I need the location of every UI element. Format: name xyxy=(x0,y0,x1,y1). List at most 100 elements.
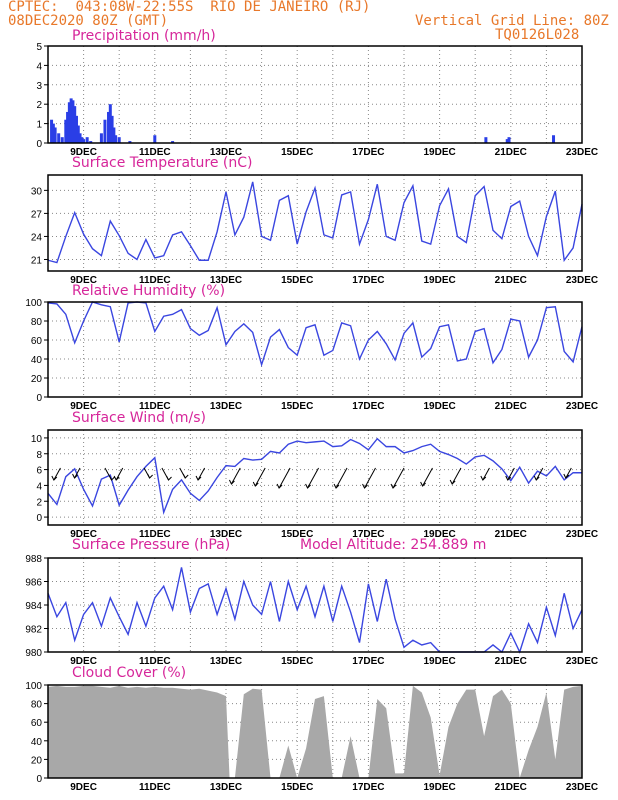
wind-chart xyxy=(44,429,583,526)
precip-bar xyxy=(71,100,75,143)
precip-bar xyxy=(85,137,89,143)
precip-frame xyxy=(47,45,583,144)
rh-xtick-label: 9DEC xyxy=(70,401,97,412)
wind-arrow-head xyxy=(113,475,120,481)
precip-bar xyxy=(110,115,114,143)
wind-arrow-head xyxy=(505,475,512,481)
rh-ytick-label: 0 xyxy=(36,393,42,404)
precip-xtick-label: 9DEC xyxy=(70,147,97,158)
cloud-title: Cloud Cover (%) xyxy=(72,665,187,681)
precip-bar xyxy=(57,133,61,143)
wind-arrow-head xyxy=(480,475,487,481)
wind-arrow xyxy=(254,467,266,487)
wind-arrow-head xyxy=(182,473,189,479)
precip-bar xyxy=(66,111,70,143)
wind-xtick-label: 11DEC xyxy=(139,529,171,540)
header-grid-note: Vertical Grid Line: 80Z xyxy=(415,13,609,29)
wind-arrow xyxy=(115,467,124,481)
precip-bar xyxy=(112,127,116,143)
precip-bar xyxy=(60,137,64,143)
wind-arrow xyxy=(535,467,544,481)
temp-frame xyxy=(47,174,583,272)
temp-xtick-label: 21DEC xyxy=(495,275,527,286)
wind-arrow-head xyxy=(252,481,259,487)
cloud-ytick-label: 100 xyxy=(25,681,42,692)
pressure-ytick-label: 980 xyxy=(25,648,42,659)
pressure-xtick-label: 13DEC xyxy=(210,656,242,667)
precip-bar xyxy=(114,135,118,143)
cloud-ytick-label: 40 xyxy=(31,737,43,748)
pressure-xtick-label: 17DEC xyxy=(352,656,384,667)
wind-arrow xyxy=(507,467,515,481)
wind-frame xyxy=(47,429,583,526)
precip-bar xyxy=(76,125,80,143)
rh-ytick-label: 100 xyxy=(25,298,42,309)
header-line-1: CPTEC: 043:08W-22:55S RIO DE JANEIRO (RJ… xyxy=(8,0,370,15)
cloud-frame xyxy=(47,684,583,779)
wind-arrow-head xyxy=(72,473,78,479)
wind-arrow xyxy=(565,467,572,479)
wind-arrow-head xyxy=(390,483,397,489)
wind-title: Surface Wind (m/s) xyxy=(72,410,206,426)
wind-arrow-head xyxy=(563,473,570,479)
wind-arrow xyxy=(451,467,462,485)
precip-xtick-label: 23DEC xyxy=(566,147,598,158)
rh-chart xyxy=(44,301,583,398)
precip-title: Precipitation (mm/h) xyxy=(72,28,216,44)
wind-arrow-head xyxy=(147,473,153,479)
pressure-ytick-label: 986 xyxy=(25,578,42,589)
precip-xtick-label: 15DEC xyxy=(281,147,313,158)
precip-bar xyxy=(117,137,121,143)
precip-bar xyxy=(103,119,107,143)
temp-series-line xyxy=(47,181,583,264)
temp-xtick-label: 23DEC xyxy=(566,275,598,286)
wind-arrow xyxy=(422,467,433,487)
temp-ytick-label: 27 xyxy=(31,209,43,220)
wind-arrow-head xyxy=(420,481,426,487)
precip-xtick-label: 17DEC xyxy=(352,147,384,158)
cloud-cover-area xyxy=(48,685,582,778)
wind-arrow-head xyxy=(109,475,115,481)
wind-arrow xyxy=(197,467,206,481)
precip-bar xyxy=(171,141,175,143)
wind-xtick-label: 13DEC xyxy=(210,529,242,540)
precip-xtick-label: 13DEC xyxy=(210,147,242,158)
wind-xtick-label: 17DEC xyxy=(352,529,384,540)
precip-bar xyxy=(99,133,103,143)
pressure-xtick-label: 9DEC xyxy=(70,656,97,667)
header-code: TQ0126L028 xyxy=(495,27,580,43)
rh-ytick-label: 40 xyxy=(31,355,43,366)
wind-ytick-label: 6 xyxy=(36,466,42,477)
pressure-xtick-label: 15DEC xyxy=(281,656,313,667)
precip-ytick-label: 1 xyxy=(36,120,42,131)
precip-bar xyxy=(108,104,112,143)
wind-arrow-head xyxy=(362,483,368,489)
wind-arrow xyxy=(74,467,81,479)
wind-ytick-label: 0 xyxy=(36,513,42,524)
temp-xtick-label: 11DEC xyxy=(139,275,171,286)
precip-bar xyxy=(74,115,78,143)
cloud-ytick-label: 20 xyxy=(31,755,43,766)
precip-bar xyxy=(67,102,71,143)
precip-bar xyxy=(552,135,556,143)
precip-bar xyxy=(128,141,132,143)
cloud-xtick-label: 9DEC xyxy=(70,782,97,793)
cloud-ytick-label: 80 xyxy=(31,700,43,711)
precip-bar xyxy=(484,137,488,143)
wind-arrow xyxy=(392,467,405,489)
cloud-xtick-label: 17DEC xyxy=(352,782,384,793)
temp-chart xyxy=(44,174,583,272)
temp-ytick-label: 21 xyxy=(31,255,43,266)
cloud-xtick-label: 15DEC xyxy=(281,782,313,793)
wind-arrow xyxy=(482,467,490,481)
wind-arrow xyxy=(231,467,241,485)
pressure-xtick-label: 11DEC xyxy=(139,656,171,667)
precip-bar xyxy=(50,119,54,143)
precip-bar xyxy=(107,111,111,143)
precip-bar xyxy=(507,137,511,143)
temp-ytick-label: 30 xyxy=(31,186,43,197)
wind-arrow-head xyxy=(195,475,202,481)
rh-frame xyxy=(47,301,583,398)
wind-xtick-label: 9DEC xyxy=(70,529,97,540)
